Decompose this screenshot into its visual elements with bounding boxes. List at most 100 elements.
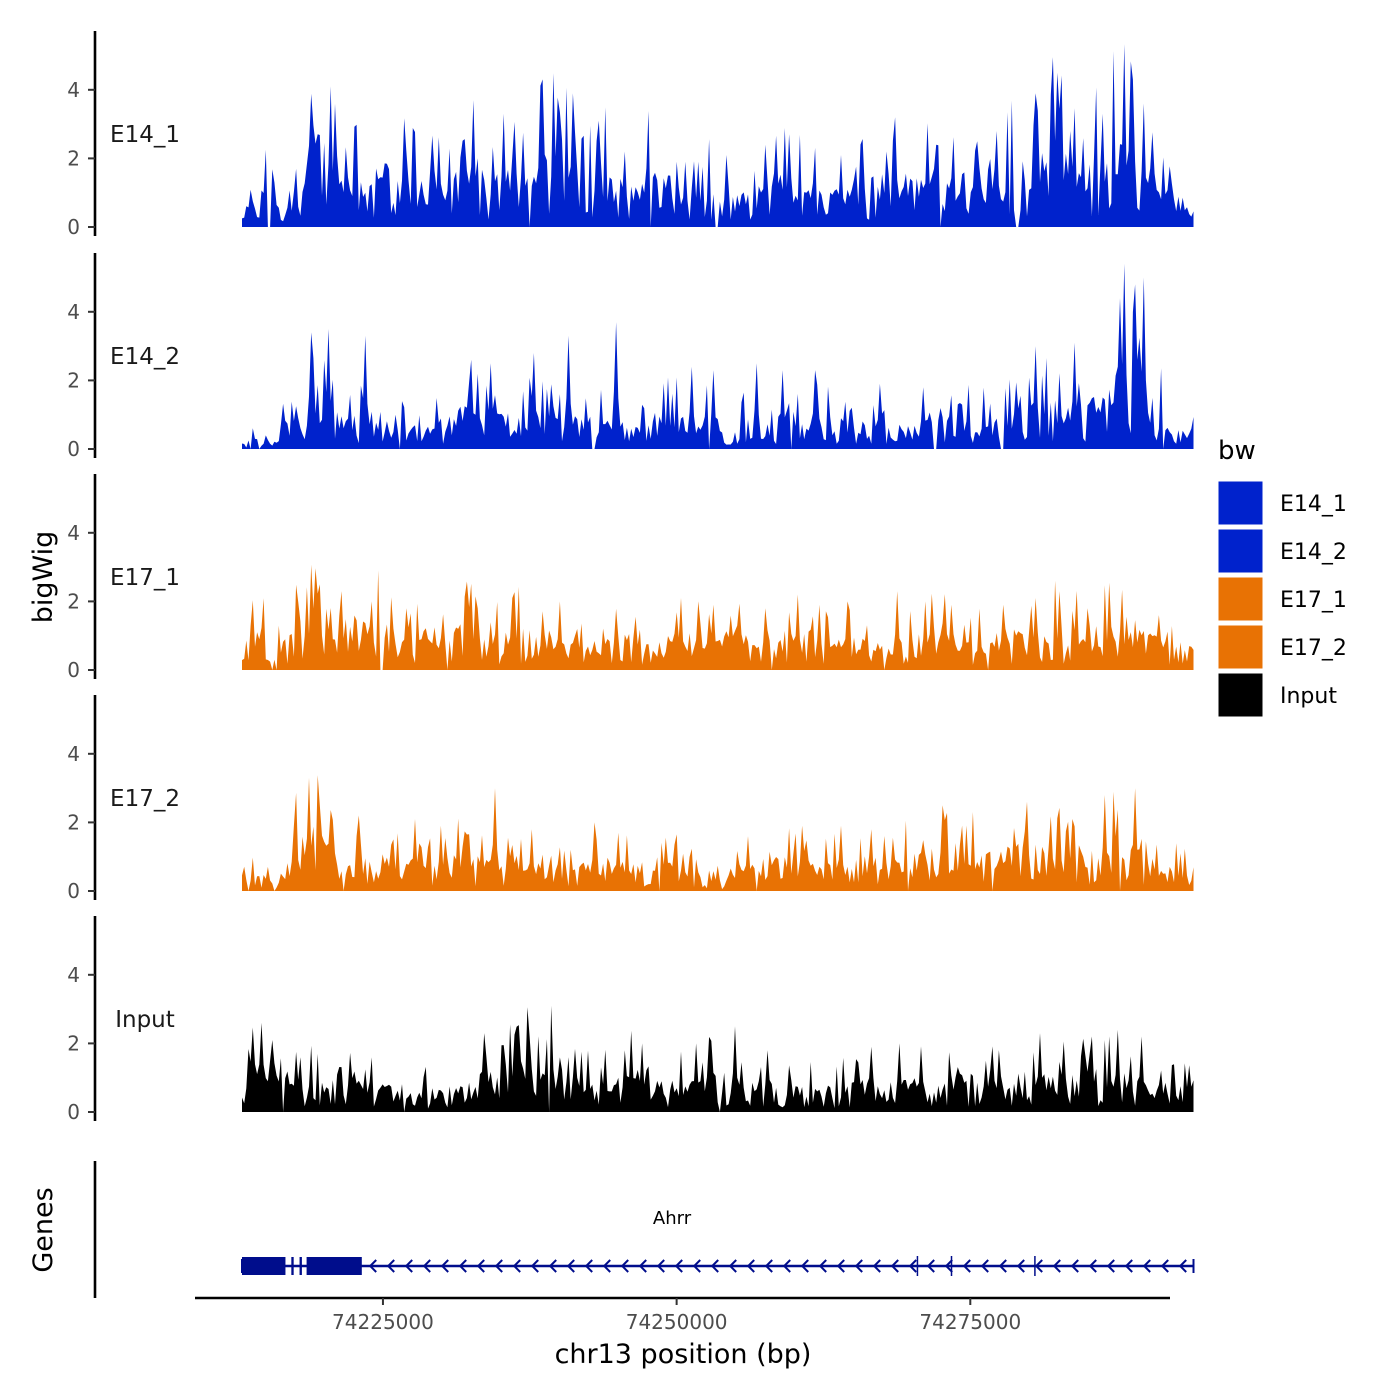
strand-arrow [458, 1259, 467, 1273]
strand-arrow [1070, 1259, 1079, 1273]
strand-arrow [584, 1259, 593, 1273]
y-tick-label-e17-2-0: 0 [67, 879, 80, 903]
strand-arrow [602, 1259, 611, 1273]
signal-area-e17-2 [242, 775, 1194, 891]
gene-track-label: Genes [28, 1187, 59, 1272]
gene-track: Genes Ahrr [28, 1161, 1195, 1298]
legend-label-e17-2: E17_2 [1280, 636, 1347, 661]
signal-area-e17-1 [242, 564, 1194, 670]
strand-arrow [818, 1259, 827, 1273]
strand-arrow [836, 1259, 845, 1273]
strand-arrow [1106, 1259, 1115, 1273]
track-label-input: Input [115, 1007, 175, 1033]
strand-arrow [764, 1259, 773, 1273]
signal-tracks: 0 2 4 E14_1 0 2 4 E14_2 0 2 4 E17_1 0 2 4 E17_2 0 2 4 Input [67, 31, 1194, 1124]
strand-arrow [980, 1259, 989, 1273]
legend-swatch-e14-2 [1217, 528, 1264, 574]
y-axis-title: bigWig [28, 531, 59, 624]
signal-area-e14-2 [242, 263, 1194, 449]
legend-swatch-e14-1 [1217, 480, 1264, 526]
strand-arrow [404, 1259, 413, 1273]
strand-arrow [800, 1259, 809, 1273]
gene-name-label: Ahrr [653, 1208, 692, 1229]
x-axis-title: chr13 position (bp) [555, 1339, 812, 1370]
strand-arrow [728, 1259, 737, 1273]
track-e17-1: 0 2 4 E17_1 [67, 474, 1194, 682]
strand-arrow [656, 1259, 665, 1273]
strand-arrow [440, 1259, 449, 1273]
y-tick-label-e14-1-0: 0 [67, 215, 80, 239]
strand-arrow [872, 1259, 881, 1273]
track-e14-1: 0 2 4 E14_1 [67, 31, 1194, 239]
legend-swatch-e17-1 [1217, 576, 1264, 622]
strand-arrow [620, 1259, 629, 1273]
legend-label-input: Input [1280, 684, 1337, 709]
strand-arrow [998, 1259, 1007, 1273]
strand-arrow [476, 1259, 485, 1273]
gene-small-exon-2 [299, 1257, 302, 1275]
y-tick-label-input-2: 2 [67, 1031, 80, 1055]
y-tick-label-input-0: 0 [67, 1100, 80, 1124]
strand-arrow [710, 1259, 719, 1273]
strand-arrow [638, 1259, 647, 1273]
y-tick-label-e17-1-2: 2 [67, 589, 80, 613]
strand-arrow [1052, 1259, 1061, 1273]
gene-exon-1 [241, 1257, 286, 1275]
x-axis: 74225000 74250000 74275000 chr13 position … [195, 1296, 1170, 1370]
y-tick-label-e14-1-4: 4 [67, 78, 80, 102]
strand-arrow [1088, 1259, 1097, 1273]
strand-arrow [494, 1259, 503, 1273]
strand-arrow [1124, 1259, 1133, 1273]
strand-arrow [1178, 1259, 1187, 1273]
strand-arrow [1160, 1259, 1169, 1273]
legend-swatch-e17-2 [1217, 624, 1264, 670]
y-tick-label-e17-1-4: 4 [67, 521, 80, 545]
x-tick-label-74250000: 74250000 [626, 1310, 728, 1334]
y-tick-label-e14-2-4: 4 [67, 300, 80, 324]
legend-title: bw [1218, 436, 1256, 466]
legend: bw E14_1 E14_2 E17_1 E17_2 Input [1217, 436, 1347, 718]
gene-model-ahrr [240, 1256, 1195, 1276]
strand-arrow [890, 1259, 899, 1273]
track-label-e17-1: E17_1 [110, 565, 180, 591]
gene-exon-2 [306, 1257, 362, 1275]
strand-arrow [512, 1259, 521, 1273]
strand-arrow [782, 1259, 791, 1273]
y-tick-label-e17-2-4: 4 [67, 742, 80, 766]
y-tick-label-e14-2-2: 2 [67, 368, 80, 392]
y-tick-label-input-4: 4 [67, 963, 80, 987]
strand-arrow [1016, 1259, 1025, 1273]
strand-arrow [422, 1259, 431, 1273]
legend-items: E14_1 E14_2 E17_1 E17_2 Input [1217, 480, 1347, 718]
x-tick-label-74225000: 74225000 [332, 1310, 434, 1334]
strand-arrow [908, 1259, 917, 1273]
strand-arrow [962, 1259, 971, 1273]
y-tick-label-e17-2-2: 2 [67, 810, 80, 834]
track-e17-2: 0 2 4 E17_2 [67, 695, 1194, 903]
strand-arrow [368, 1259, 377, 1273]
strand-arrow [926, 1259, 935, 1273]
y-tick-label-e14-1-2: 2 [67, 146, 80, 170]
strand-arrow [530, 1259, 539, 1273]
strand-arrow [548, 1259, 557, 1273]
strand-arrow [674, 1259, 683, 1273]
y-tick-label-e14-2-0: 0 [67, 437, 80, 461]
legend-swatch-input [1217, 672, 1264, 718]
gene-small-exon-1 [291, 1257, 294, 1275]
strand-arrow [386, 1259, 395, 1273]
legend-label-e17-1: E17_1 [1280, 588, 1347, 613]
signal-area-e14-1 [242, 44, 1194, 227]
strand-arrow [566, 1259, 575, 1273]
strand-arrow [854, 1259, 863, 1273]
legend-label-e14-1: E14_1 [1280, 492, 1347, 517]
x-tick-label-74275000: 74275000 [919, 1310, 1021, 1334]
track-label-e14-1: E14_1 [110, 122, 180, 148]
strand-arrow [1034, 1259, 1043, 1273]
strand-arrow [746, 1259, 755, 1273]
x-axis-ticks: 74225000 74250000 74275000 [332, 1298, 1021, 1334]
track-e14-2: 0 2 4 E14_2 [67, 253, 1194, 461]
track-label-e14-2: E14_2 [110, 344, 180, 370]
legend-label-e14-2: E14_2 [1280, 540, 1347, 565]
signal-area-input [242, 1005, 1194, 1112]
